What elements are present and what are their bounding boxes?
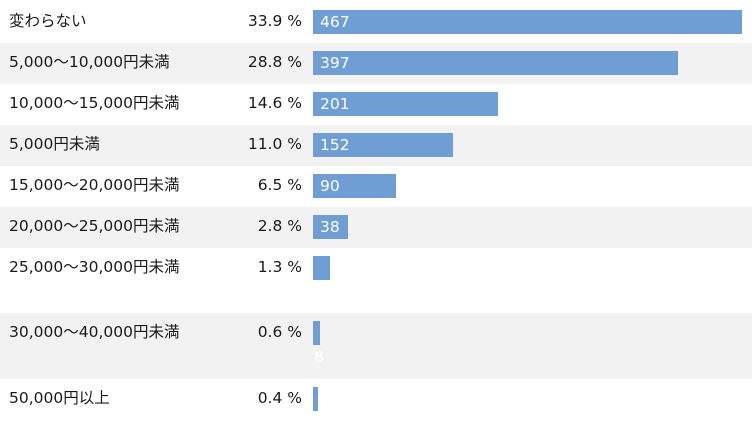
bar: [313, 387, 318, 411]
bar-value-label: 8: [314, 348, 324, 366]
bar-value-label: 152: [320, 136, 350, 154]
bar-value-label: 467: [320, 13, 350, 31]
percent-label: 1.3 %: [257, 258, 302, 276]
bar-value-label: 38: [320, 218, 340, 236]
bar: [313, 174, 396, 198]
chart-row: 50,000円以上 0.4 %: [0, 379, 752, 429]
category-label: 5,000円未満: [9, 135, 100, 153]
percent-label: 33.9 %: [247, 12, 302, 30]
bar-value-label: 201: [320, 95, 350, 113]
chart-row: 5,000〜10,000円未満 28.8 % 397: [0, 43, 752, 84]
chart-row: 10,000〜15,000円未満 14.6 % 201: [0, 84, 752, 125]
bar-value-label: 90: [320, 177, 340, 195]
bar: [313, 321, 320, 345]
bar: [313, 133, 453, 157]
chart-row: 25,000〜30,000円未満 1.3 %: [0, 248, 752, 313]
bar-value-label: 397: [320, 54, 350, 72]
bar: [313, 10, 742, 34]
percent-label: 28.8 %: [247, 53, 302, 71]
bar: [313, 51, 678, 75]
category-label: 15,000〜20,000円未満: [9, 176, 180, 194]
category-label: 20,000〜25,000円未満: [9, 217, 180, 235]
chart-row: 15,000〜20,000円未満 6.5 % 90: [0, 166, 752, 207]
percent-label: 14.6 %: [247, 94, 302, 112]
category-label: 変わらない: [9, 12, 87, 30]
category-label: 10,000〜15,000円未満: [9, 94, 180, 112]
bar: [313, 92, 498, 116]
percent-label: 6.5 %: [257, 176, 302, 194]
chart-row: 30,000〜40,000円未満 0.6 % 8: [0, 313, 752, 379]
category-label: 25,000〜30,000円未満: [9, 258, 180, 276]
percent-label: 11.0 %: [247, 135, 302, 153]
chart-row: 変わらない 33.9 % 467: [0, 2, 752, 43]
chart-row: 20,000〜25,000円未満 2.8 % 38: [0, 207, 752, 248]
percent-label: 0.4 %: [257, 389, 302, 407]
category-label: 5,000〜10,000円未満: [9, 53, 170, 71]
category-label: 50,000円以上: [9, 389, 110, 407]
percent-label: 2.8 %: [257, 217, 302, 235]
percent-label: 0.6 %: [257, 323, 302, 341]
category-label: 30,000〜40,000円未満: [9, 323, 180, 341]
bar: [313, 215, 348, 239]
chart-row: 5,000円未満 11.0 % 152: [0, 125, 752, 166]
bar: [313, 256, 330, 280]
